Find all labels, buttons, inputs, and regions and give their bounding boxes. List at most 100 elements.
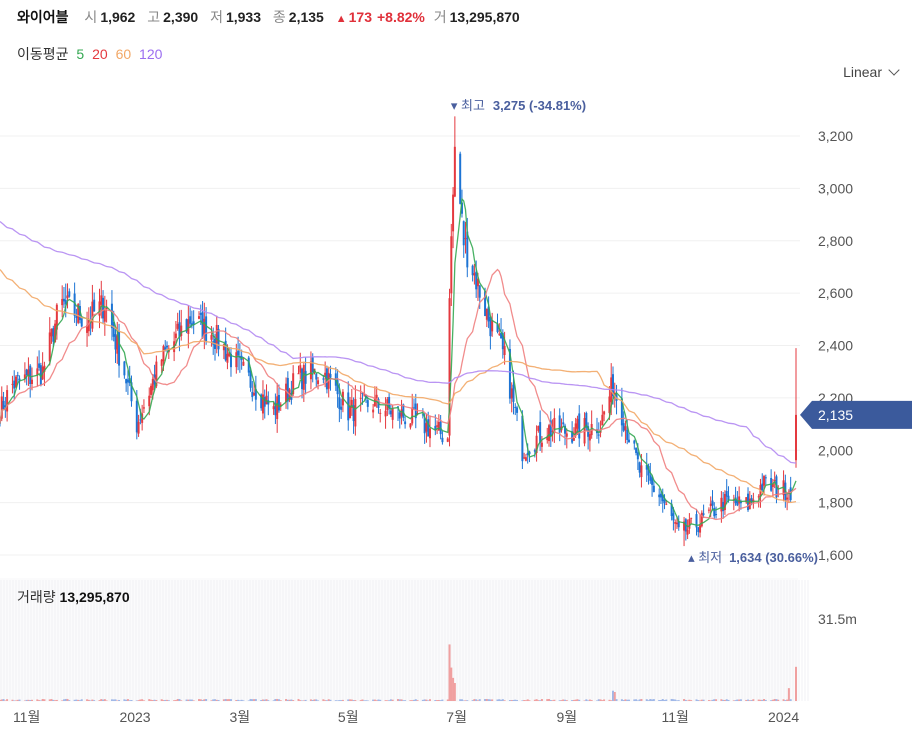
candle-body — [265, 395, 268, 405]
volume-bar — [292, 700, 295, 701]
candle-body — [192, 321, 195, 325]
volume-bar — [87, 699, 90, 701]
x-tick-label: 2024 — [768, 709, 799, 725]
max-annotation: ▾ 최고 — [451, 98, 485, 113]
candle-body — [713, 507, 716, 517]
y-tick-label: 3,000 — [818, 180, 853, 196]
candle-body — [118, 331, 121, 366]
volume-bar — [636, 700, 639, 701]
close-label: 종 — [272, 9, 286, 25]
volume-bar — [375, 700, 378, 701]
volume-bar — [254, 699, 257, 701]
candle-body — [709, 503, 712, 507]
volume-bar — [301, 700, 304, 701]
volume-bar — [402, 700, 405, 701]
ma5-legend[interactable]: 5 — [76, 46, 85, 62]
volume-bar — [508, 700, 511, 701]
annotations: ▾ 최고 3,275 (-34.81%) ▴ 최저 1,634 (30.66%) 2,1… — [451, 98, 912, 565]
candle-body — [734, 497, 737, 504]
candle-body — [203, 318, 206, 336]
volume-bar — [349, 699, 352, 701]
volume-bar — [222, 699, 225, 701]
ma120-legend[interactable]: 120 — [139, 46, 163, 62]
candle-body — [512, 384, 515, 402]
volume-bar — [412, 699, 415, 701]
candle-body — [578, 413, 581, 439]
candle-body — [510, 388, 513, 399]
candle-body — [43, 365, 46, 372]
volume-bar — [647, 700, 650, 701]
candle-body — [453, 146, 456, 197]
volume-bar — [453, 683, 456, 701]
volume-bar — [155, 700, 158, 701]
volume-bar — [388, 700, 391, 701]
volume-bar — [476, 700, 479, 701]
volume-bar — [745, 699, 748, 701]
volume-bar — [784, 700, 787, 701]
candle-body — [222, 344, 225, 351]
volume-bar — [100, 699, 103, 701]
candle-body — [533, 450, 536, 452]
candle-body — [624, 426, 627, 431]
candle-body — [137, 421, 140, 434]
candle-body — [699, 525, 702, 533]
volume-bar — [363, 700, 366, 701]
candle-body — [750, 498, 753, 502]
y-tick-label: 2,800 — [818, 233, 853, 249]
candle-body — [247, 357, 250, 373]
candle-body — [707, 509, 710, 511]
candle-body — [36, 368, 39, 376]
volume-bar — [484, 699, 487, 701]
candle-body — [379, 412, 382, 414]
candle-body — [723, 494, 726, 511]
volume-bar — [434, 700, 437, 701]
volume-bar — [510, 700, 513, 701]
candle-body — [697, 527, 700, 533]
min-annotation: ▴ 최저 — [688, 550, 722, 565]
ma60-legend[interactable]: 60 — [115, 46, 132, 62]
candle-body — [139, 419, 142, 421]
ma-legend[interactable]: 이동평균 5 20 60 120 — [17, 44, 166, 64]
candle-body — [535, 435, 538, 454]
candle-body — [588, 434, 591, 441]
ma20-legend[interactable]: 20 — [92, 46, 108, 62]
volume-bar — [615, 699, 618, 701]
volume-bar — [599, 699, 602, 701]
ma20-line — [0, 268, 797, 521]
volume-value: 13,295,870 — [449, 9, 520, 25]
x-tick-label: 2023 — [119, 709, 150, 725]
candle-body — [464, 238, 467, 240]
volume-bar — [151, 700, 154, 701]
volume-bar — [610, 700, 613, 701]
volume-bar — [553, 699, 556, 701]
y-tick-label: 2,400 — [818, 338, 853, 354]
candle-body — [93, 299, 96, 312]
volume-bar — [384, 700, 387, 701]
candle-body — [576, 418, 579, 429]
volume-bar — [198, 699, 200, 701]
volume-bar — [548, 698, 551, 701]
candle-body — [27, 369, 30, 377]
volume-bar — [39, 700, 42, 701]
volume-bar — [626, 699, 629, 701]
volume-bar — [787, 688, 790, 701]
volume-bar — [226, 699, 229, 701]
volume-bar — [539, 700, 542, 701]
volume-bar — [603, 699, 606, 701]
volume-bar — [446, 699, 449, 701]
candle-body — [622, 423, 625, 431]
volume-bar — [36, 699, 39, 701]
candle-body — [389, 410, 392, 415]
candle-body — [210, 335, 213, 340]
candle-body — [640, 465, 643, 478]
volume-bar — [274, 698, 277, 701]
candle-body — [198, 316, 200, 319]
candle-body — [400, 409, 403, 417]
volume-bar — [148, 699, 151, 701]
ma5-line — [0, 197, 797, 528]
volume-bar — [652, 699, 655, 701]
scale-mode-dropdown[interactable]: Linear — [843, 64, 900, 80]
volume-bar — [613, 692, 616, 701]
candle-body — [110, 303, 113, 329]
